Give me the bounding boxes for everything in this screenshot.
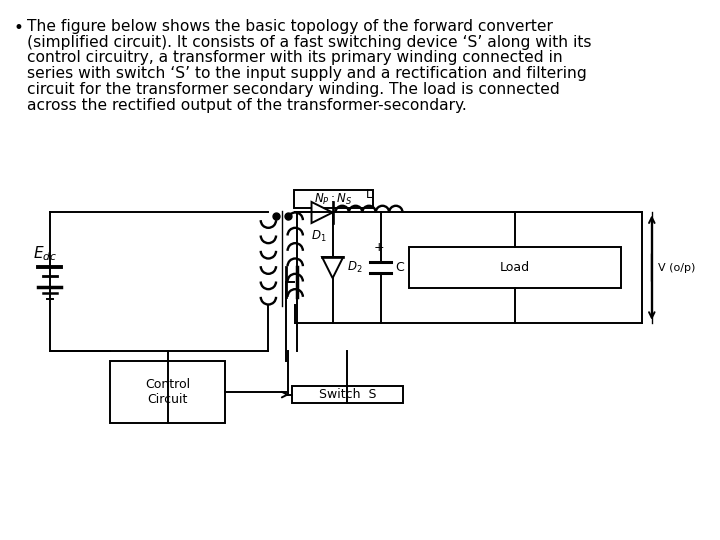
Bar: [409, 247, 621, 288]
Text: $D_1$: $D_1$: [312, 229, 327, 244]
Bar: [294, 191, 373, 208]
Polygon shape: [312, 202, 333, 223]
Text: Load: Load: [500, 261, 530, 274]
Text: •: •: [14, 19, 23, 37]
Bar: [110, 361, 225, 423]
Text: Control
Circuit: Control Circuit: [145, 378, 190, 406]
Text: (simplified circuit). It consists of a fast switching device ‘S’ along with its: (simplified circuit). It consists of a f…: [27, 35, 591, 50]
Bar: [292, 386, 402, 403]
Text: L: L: [366, 188, 372, 201]
Text: V (o/p): V (o/p): [657, 262, 695, 273]
Text: circuit for the transformer secondary winding. The load is connected: circuit for the transformer secondary wi…: [27, 82, 559, 97]
Text: across the rectified output of the transformer-secondary.: across the rectified output of the trans…: [27, 98, 467, 113]
Text: $E_{dc}$: $E_{dc}$: [33, 244, 57, 263]
Text: +: +: [373, 241, 384, 254]
Text: series with switch ‘S’ to the input supply and a rectification and filtering: series with switch ‘S’ to the input supp…: [27, 66, 587, 82]
Text: $N_P : N_S$: $N_P : N_S$: [315, 192, 353, 207]
Polygon shape: [322, 257, 343, 278]
Text: C: C: [395, 261, 404, 274]
Text: Switch  S: Switch S: [319, 388, 377, 401]
Text: $D_2$: $D_2$: [347, 260, 362, 275]
Text: The figure below shows the basic topology of the forward converter: The figure below shows the basic topolog…: [27, 19, 553, 34]
Text: control circuitry, a transformer with its primary winding connected in: control circuitry, a transformer with it…: [27, 51, 562, 65]
